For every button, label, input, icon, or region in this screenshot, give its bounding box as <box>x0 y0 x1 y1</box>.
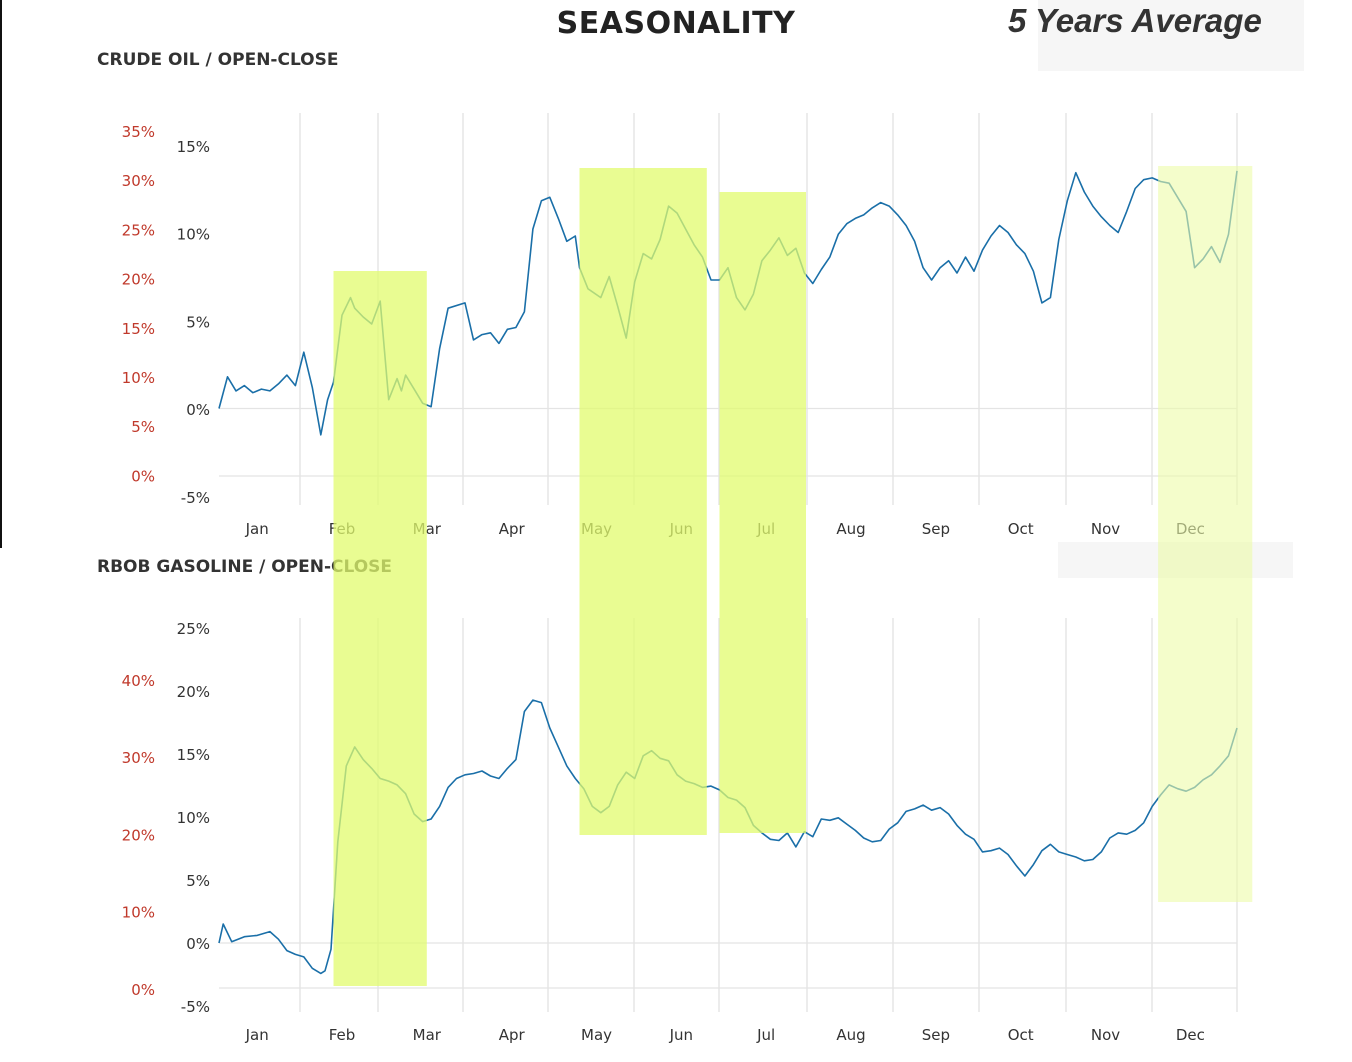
x-tick-label: Jul <box>756 1026 775 1044</box>
y-tick-label: -5% <box>181 998 210 1016</box>
secondary-y-tick-label: 20% <box>122 271 155 289</box>
y-tick-label: 5% <box>186 872 210 890</box>
highlight-period <box>719 192 806 833</box>
x-tick-label: Dec <box>1176 1026 1205 1044</box>
x-tick-label: Sep <box>922 1026 950 1044</box>
x-tick-label: Nov <box>1091 1026 1120 1044</box>
y-tick-label: 20% <box>177 683 210 701</box>
secondary-y-tick-label: 25% <box>122 221 155 239</box>
secondary-y-tick-label: 35% <box>122 123 155 141</box>
y-tick-label: -5% <box>181 489 210 507</box>
x-tick-label: Oct <box>1008 1026 1034 1044</box>
chart-title-crude: CRUDE OIL / OPEN-CLOSE <box>97 50 339 70</box>
page-title: SEASONALITY <box>556 6 796 41</box>
x-tick-label: Aug <box>836 520 865 538</box>
left-border-line <box>0 0 2 548</box>
x-tick-label: Apr <box>499 1026 526 1044</box>
secondary-y-tick-label: 5% <box>131 418 155 436</box>
y-tick-label: 5% <box>186 313 210 331</box>
secondary-y-tick-label: 30% <box>122 749 155 767</box>
y-tick-label: 10% <box>177 226 210 244</box>
y-tick-label: 0% <box>186 935 210 953</box>
x-tick-label: Feb <box>329 1026 356 1044</box>
average-badge-background <box>1038 0 1304 71</box>
highlight-period <box>1158 166 1253 902</box>
x-tick-label: Nov <box>1091 520 1120 538</box>
y-tick-label: 15% <box>177 138 210 156</box>
chart-title-rbob: RBOB GASOLINE / OPEN-CLOSE <box>97 557 393 577</box>
secondary-y-tick-label: 10% <box>122 904 155 922</box>
x-tick-label: Oct <box>1008 520 1034 538</box>
x-tick-label: Mar <box>413 1026 442 1044</box>
average-badge: 5 Years Average <box>1008 2 1262 39</box>
y-tick-label: 0% <box>186 401 210 419</box>
secondary-y-tick-label: 15% <box>122 320 155 338</box>
secondary-y-tick-label: 30% <box>122 172 155 190</box>
x-tick-label: Sep <box>922 520 950 538</box>
highlight-period <box>333 271 427 986</box>
highlight-period <box>579 168 707 835</box>
x-tick-label: Jan <box>245 520 269 538</box>
secondary-y-tick-label: 10% <box>122 369 155 387</box>
x-tick-label: May <box>581 1026 612 1044</box>
y-tick-label: 15% <box>177 746 210 764</box>
y-tick-label: 10% <box>177 809 210 827</box>
secondary-y-tick-label: 40% <box>122 672 155 690</box>
x-tick-label: Aug <box>836 1026 865 1044</box>
x-tick-label: Jan <box>245 1026 269 1044</box>
secondary-y-tick-label: 20% <box>122 826 155 844</box>
x-tick-label: Jun <box>669 1026 693 1044</box>
y-tick-label: 25% <box>177 620 210 638</box>
secondary-y-tick-label: 0% <box>131 467 155 485</box>
secondary-y-tick-label: 0% <box>131 981 155 999</box>
x-tick-label: Apr <box>499 520 526 538</box>
